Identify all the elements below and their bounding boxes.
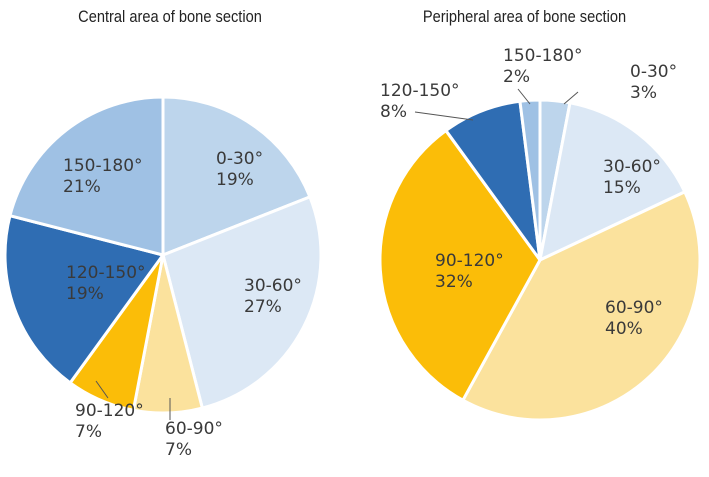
slice-value-label: 8%	[380, 102, 407, 122]
slice-label: 120-150°8%	[380, 81, 474, 122]
pie-slice	[378, 129, 542, 402]
pie-slice	[538, 101, 687, 262]
slice-label: 60-90°40%	[605, 298, 663, 339]
slice-category-label: 60-90°	[165, 419, 223, 439]
slice-value-label: 40%	[605, 319, 643, 339]
slice-label: 0-30°3%	[563, 62, 677, 105]
slice-value-label: 32%	[435, 272, 473, 292]
slice-value-label: 19%	[66, 284, 104, 304]
leader-line	[517, 88, 531, 105]
slice-label: 150-180°21%	[63, 156, 143, 197]
pie-chart-central: Central area of bone section 0-30° 19% 30-…	[0, 0, 340, 477]
slice-category-label: 0-30°	[630, 62, 677, 82]
pie-slices	[3, 95, 323, 415]
slice-label: 90-120°32%	[435, 251, 504, 292]
pie-slice	[461, 190, 702, 422]
slice-value-label: 19%	[216, 170, 254, 190]
slice-category-label: 0-30°	[216, 149, 263, 169]
pie-chart-peripheral-svg: 0-30°3% 30-60°15% 60-90°40% 90-120°32% 120-1…	[378, 46, 702, 422]
chart-title: Central area of bone section	[78, 7, 262, 26]
chart-title: Peripheral area of bone section	[422, 7, 627, 26]
pie-slice	[518, 98, 542, 262]
pie-slice	[161, 195, 323, 410]
pie-chart-central-svg: 0-30°19%30-60°27%60-90°7%90-120°7%120-15…	[3, 95, 323, 460]
slice-category-label: 60-90°	[605, 298, 663, 318]
slice-category-label: 30-60°	[244, 276, 302, 296]
slice-category-label: 90-120°	[435, 251, 504, 271]
slice-label: 60-90°7%	[165, 398, 223, 460]
slice-value-label: 15%	[603, 178, 641, 198]
slice-label: 120-150°19%	[66, 263, 146, 304]
leader-line	[95, 380, 109, 399]
slice-label: 150-180°2%	[503, 46, 583, 105]
pie-slices	[378, 98, 702, 422]
slice-value-label: 3%	[630, 83, 657, 103]
slice-value-label: 27%	[244, 297, 282, 317]
slice-value-label: 7%	[165, 440, 192, 460]
leader-line	[414, 111, 474, 121]
slice-category-label: 120-150°	[380, 81, 460, 101]
leader-line	[563, 91, 579, 105]
slice-label: 0-30°19%	[216, 149, 263, 190]
slice-category-label: 150-180°	[63, 156, 143, 176]
slice-category-label: 90-120°	[75, 401, 144, 421]
slice-label: 30-60°27%	[244, 276, 302, 317]
slice-category-label: 120-150°	[66, 263, 146, 283]
slice-label: 90-120°7%	[75, 380, 144, 442]
pie-slice	[3, 214, 165, 385]
pie-slice	[8, 95, 165, 257]
slice-value-label: 21%	[63, 177, 101, 197]
slice-category-label: 150-180°	[503, 46, 583, 66]
pie-slice	[161, 95, 312, 257]
slice-value-label: 2%	[503, 67, 530, 87]
slice-label: 30-60°15%	[603, 157, 661, 198]
slice-value-label: 7%	[75, 422, 102, 442]
slice-category-label: 30-60°	[603, 157, 661, 177]
pie-chart-peripheral: Peripheral area of bone section 0-30° 3% 3…	[340, 0, 709, 477]
